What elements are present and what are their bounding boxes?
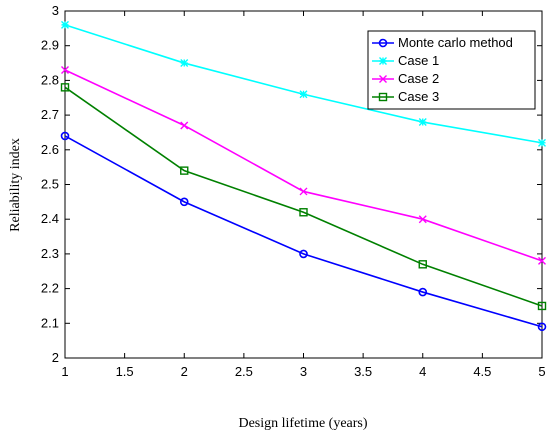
y-tick-label: 2.2: [41, 281, 59, 296]
data-point: [180, 121, 189, 130]
x-tick-label: 3.5: [354, 364, 372, 379]
legend-marker: [379, 57, 387, 65]
y-tick-label: 2.7: [41, 107, 59, 122]
y-tick-label: 3: [52, 3, 59, 18]
legend-marker: [378, 38, 388, 48]
data-point: [538, 256, 546, 265]
legend-item-monte-carlo-method: Monte carlo method: [372, 35, 513, 50]
legend-marker: [378, 92, 388, 102]
data-point: [61, 20, 69, 29]
y-tick-label: 2.6: [41, 142, 59, 157]
data-point: [538, 138, 546, 147]
data-point: [537, 301, 547, 311]
y-tick-label: 2: [52, 350, 59, 365]
y-tick-label: 2.4: [41, 211, 59, 226]
x-tick-label: 3: [300, 364, 307, 379]
legend-item-case-2: Case 2: [372, 71, 439, 86]
x-tick-label: 4: [419, 364, 426, 379]
data-point: [180, 166, 189, 175]
legend-item-case-3: Case 3: [372, 89, 439, 104]
data-point: [61, 65, 69, 74]
data-point: [60, 131, 70, 141]
data-point: [418, 260, 427, 269]
legend: Monte carlo method Case 1 Case 2 Case 3: [367, 30, 536, 110]
data-point: [418, 287, 428, 297]
legend-item-case-1: Case 1: [372, 53, 439, 68]
legend-marker: [379, 75, 387, 83]
legend-box: [367, 30, 536, 110]
legend-label: Case 1: [398, 53, 439, 68]
series-line: [64, 86, 543, 307]
legend-label: Monte carlo method: [398, 35, 513, 50]
x-axis-title: Design lifetime (years): [238, 416, 367, 431]
series-case-1: [61, 20, 546, 147]
y-axis-title: Reliability index: [8, 138, 23, 232]
legend-label: Case 3: [398, 89, 439, 104]
series-case-2: [61, 65, 546, 265]
data-point: [299, 208, 308, 217]
data-point: [180, 59, 189, 68]
y-tick-label: 2.3: [41, 246, 59, 261]
x-tick-label: 1: [61, 364, 68, 379]
legend-label: Case 2: [398, 71, 439, 86]
data-point: [418, 118, 427, 127]
data-point: [537, 322, 547, 332]
series-monte-carlo-method: [60, 131, 547, 332]
x-tick-label: 4.5: [473, 364, 491, 379]
data-point: [60, 83, 70, 92]
series-line: [64, 135, 543, 328]
series-case-3: [60, 83, 547, 311]
data-point: [418, 215, 427, 224]
x-tick-label: 2.5: [235, 364, 253, 379]
data-point: [179, 197, 189, 207]
x-tick-label: 2: [181, 364, 188, 379]
x-tick-label: 5: [538, 364, 545, 379]
data-point: [299, 249, 308, 259]
y-tick-label: 2.5: [41, 177, 59, 192]
data-point: [299, 90, 308, 99]
y-tick-label: 2.1: [41, 315, 59, 330]
x-axis: 1 1.5 2 2.5 3 3.5 4 4.5 5: [61, 11, 546, 379]
y-tick-label: 2.9: [41, 38, 59, 53]
data-point: [299, 187, 308, 196]
y-axis: 2 2.1 2.2 2.3 2.4 2.5 2.6 2.7 2.8 2.9 3: [41, 3, 542, 365]
series-layer: [60, 20, 547, 332]
x-tick-label: 1.5: [116, 364, 134, 379]
y-tick-label: 2.8: [41, 72, 59, 87]
